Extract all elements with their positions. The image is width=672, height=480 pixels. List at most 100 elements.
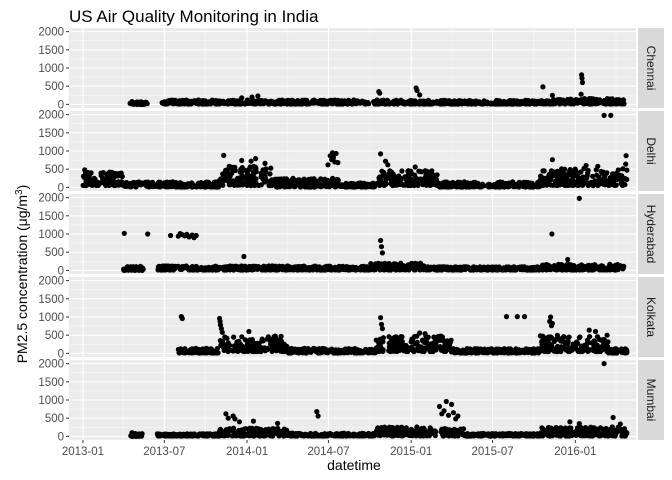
data-point xyxy=(419,178,425,184)
y-tick-label: 500 xyxy=(45,247,64,259)
y-tick-label: 1500 xyxy=(38,377,64,389)
data-point xyxy=(263,166,269,172)
data-point xyxy=(395,182,401,188)
data-point xyxy=(313,263,319,269)
data-point-outlier xyxy=(623,161,629,167)
data-point xyxy=(183,263,189,269)
data-point-outlier xyxy=(253,156,259,162)
data-point xyxy=(251,266,257,272)
strip-label: Hyderabad xyxy=(644,205,658,264)
data-point-outlier xyxy=(379,326,385,332)
data-point-outlier xyxy=(576,195,582,201)
data-point xyxy=(423,179,429,185)
data-point xyxy=(253,425,259,431)
data-point-outlier xyxy=(219,329,225,335)
data-point xyxy=(436,266,442,272)
data-point-outlier xyxy=(540,84,546,90)
data-point xyxy=(523,181,529,187)
data-point xyxy=(211,180,217,186)
data-point xyxy=(554,345,560,351)
data-point xyxy=(197,349,203,355)
data-point xyxy=(83,182,89,188)
data-point xyxy=(418,169,425,175)
data-point xyxy=(575,180,581,186)
data-point xyxy=(231,334,237,340)
data-point xyxy=(405,168,411,174)
data-point-outlier xyxy=(246,328,252,335)
data-point xyxy=(230,266,236,272)
data-point-outlier xyxy=(595,163,601,169)
data-point xyxy=(566,346,572,352)
data-point xyxy=(387,175,393,181)
data-point xyxy=(266,179,272,185)
data-point xyxy=(123,183,130,189)
data-point-outlier xyxy=(179,315,185,322)
data-point xyxy=(377,267,383,273)
data-point xyxy=(380,335,386,341)
data-point xyxy=(450,265,456,271)
data-point-outlier xyxy=(161,99,167,105)
data-point xyxy=(221,344,227,351)
data-point xyxy=(580,182,586,188)
data-point xyxy=(244,170,250,176)
data-point xyxy=(524,267,530,273)
data-point xyxy=(562,182,568,189)
data-point xyxy=(295,180,301,187)
data-point xyxy=(596,177,602,183)
data-point xyxy=(281,182,288,188)
data-point xyxy=(516,184,522,190)
y-tick-label: 2000 xyxy=(38,110,64,122)
data-point xyxy=(469,350,475,356)
data-point-outlier xyxy=(422,331,428,337)
data-point xyxy=(622,176,628,182)
data-point xyxy=(540,168,546,174)
data-point xyxy=(251,433,257,439)
data-point xyxy=(301,183,307,189)
data-point xyxy=(104,182,110,188)
y-tick-label: 500 xyxy=(45,330,64,342)
data-point xyxy=(585,182,591,189)
data-point xyxy=(147,180,153,186)
data-point xyxy=(601,181,607,187)
data-point xyxy=(230,99,236,105)
data-point xyxy=(501,347,507,354)
data-point xyxy=(410,346,416,352)
y-tick-label: 1000 xyxy=(38,146,64,158)
data-point xyxy=(532,98,538,104)
data-point xyxy=(579,267,586,273)
data-point-outlier xyxy=(335,160,341,166)
data-point xyxy=(269,346,275,353)
data-point xyxy=(430,176,436,182)
data-point xyxy=(98,173,104,179)
data-point xyxy=(158,432,164,438)
data-point xyxy=(598,337,604,343)
data-point xyxy=(556,336,563,342)
data-point xyxy=(340,347,346,353)
data-point xyxy=(172,266,178,272)
data-point-outlier xyxy=(514,314,520,320)
data-point xyxy=(399,168,405,174)
data-point-outlier xyxy=(412,164,418,170)
data-point xyxy=(251,163,257,170)
data-point xyxy=(253,169,259,175)
data-point xyxy=(196,431,203,437)
strip-label: Delhi xyxy=(644,137,658,164)
data-point xyxy=(142,181,148,187)
data-point xyxy=(210,264,216,271)
data-point xyxy=(431,339,437,346)
data-point-outlier xyxy=(623,153,629,159)
data-point xyxy=(304,100,310,106)
data-point xyxy=(367,265,373,271)
data-point-outlier xyxy=(239,157,245,164)
data-point xyxy=(501,98,507,105)
data-point xyxy=(276,263,282,269)
data-point xyxy=(622,350,628,356)
data-point xyxy=(376,342,383,348)
data-point xyxy=(590,173,596,179)
data-point xyxy=(397,267,403,273)
data-point-outlier xyxy=(193,232,199,239)
data-point xyxy=(401,348,407,354)
data-point xyxy=(335,350,341,356)
facet-strip-chennai: Chennai xyxy=(638,28,664,108)
